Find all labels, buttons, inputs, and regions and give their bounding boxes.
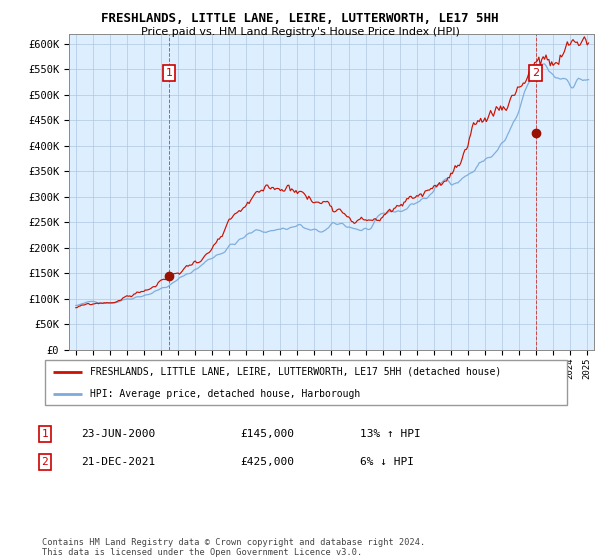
Text: 13% ↑ HPI: 13% ↑ HPI — [360, 429, 421, 439]
Text: 2: 2 — [532, 68, 539, 78]
FancyBboxPatch shape — [44, 360, 568, 404]
Text: 1: 1 — [41, 429, 49, 439]
Text: 21-DEC-2021: 21-DEC-2021 — [81, 457, 155, 467]
Text: 23-JUN-2000: 23-JUN-2000 — [81, 429, 155, 439]
Text: HPI: Average price, detached house, Harborough: HPI: Average price, detached house, Harb… — [89, 389, 360, 399]
Text: FRESHLANDS, LITTLE LANE, LEIRE, LUTTERWORTH, LE17 5HH (detached house): FRESHLANDS, LITTLE LANE, LEIRE, LUTTERWO… — [89, 367, 501, 377]
Text: £145,000: £145,000 — [240, 429, 294, 439]
Text: £425,000: £425,000 — [240, 457, 294, 467]
Text: Contains HM Land Registry data © Crown copyright and database right 2024.
This d: Contains HM Land Registry data © Crown c… — [42, 538, 425, 557]
Text: 1: 1 — [166, 68, 173, 78]
Text: 2: 2 — [41, 457, 49, 467]
Text: 6% ↓ HPI: 6% ↓ HPI — [360, 457, 414, 467]
Text: FRESHLANDS, LITTLE LANE, LEIRE, LUTTERWORTH, LE17 5HH: FRESHLANDS, LITTLE LANE, LEIRE, LUTTERWO… — [101, 12, 499, 25]
Text: Price paid vs. HM Land Registry's House Price Index (HPI): Price paid vs. HM Land Registry's House … — [140, 27, 460, 37]
